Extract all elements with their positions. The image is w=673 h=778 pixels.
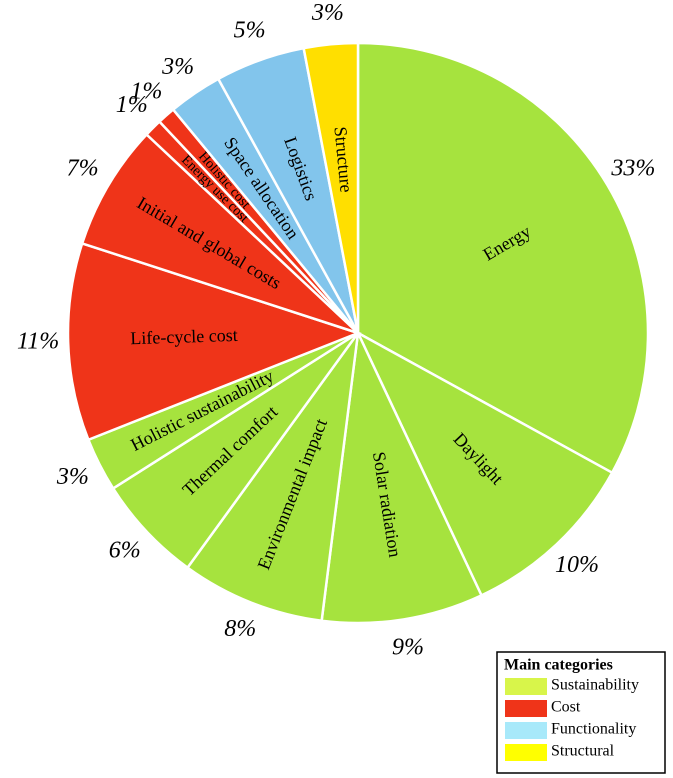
legend-title: Main categories [504,657,613,674]
value-label: 11% [17,329,59,355]
value-label: 1% [130,78,162,104]
slice [80,132,359,335]
legend-label: Functionality [551,721,636,738]
slice [320,328,484,625]
legend-label: Structural [551,743,615,760]
slice [185,332,360,623]
value-label: 3% [56,464,89,490]
legend-swatch [505,722,547,739]
value-label: 3% [311,0,344,26]
value-label: 10% [555,552,599,578]
legend: Main categories Sustainability Cost Functi… [496,651,666,774]
value-label: 7% [67,156,99,182]
value-label: 8% [224,616,256,642]
slice [356,41,650,475]
value-label: 5% [234,17,266,43]
legend-swatch [505,678,547,695]
slice [355,330,614,598]
value-label: 6% [109,538,141,564]
legend-swatch [505,700,547,717]
value-label: 1% [116,92,148,118]
value-label: 9% [392,635,424,661]
slice-label: Life-cycle cost [130,325,238,348]
legend-label: Cost [551,699,581,716]
slice [302,41,360,334]
legend-label: Sustainability [551,677,639,694]
slice [66,241,362,442]
value-label: 33% [610,156,655,182]
value-label: 3% [161,54,194,80]
legend-swatch [505,744,547,761]
